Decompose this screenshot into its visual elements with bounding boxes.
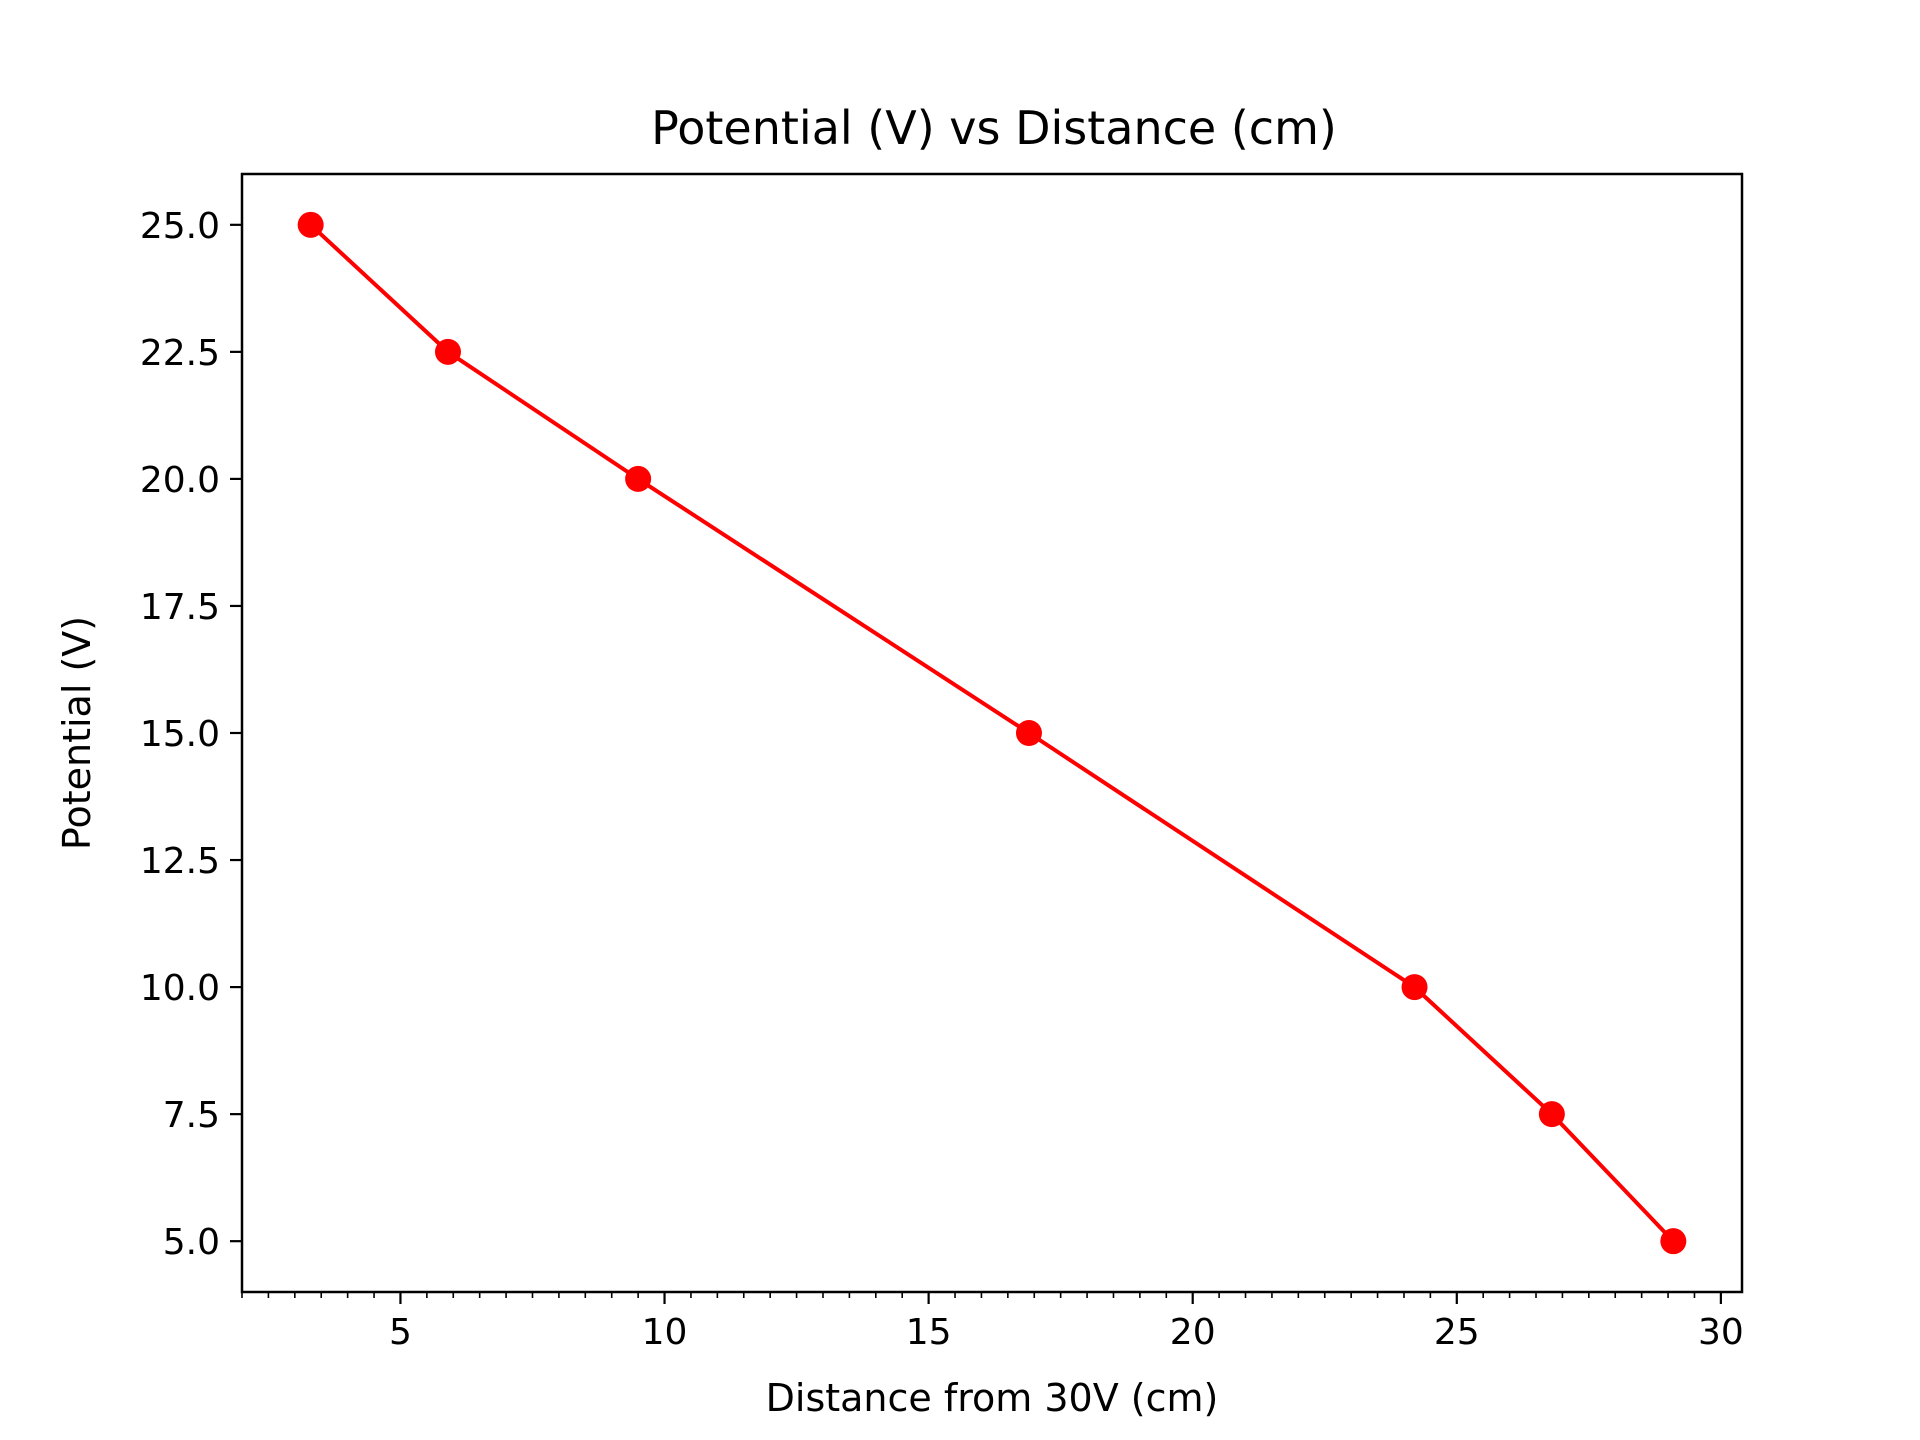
y-tick-label: 10.0 [140, 968, 220, 1009]
data-point [297, 211, 324, 238]
series-layer [297, 211, 1687, 1255]
data-point [1538, 1101, 1565, 1128]
data-point [1015, 720, 1042, 746]
y-tick-label: 22.5 [140, 333, 220, 374]
data-point [1660, 1228, 1687, 1255]
y-tick-label: 17.5 [140, 587, 220, 628]
y-tick-label: 20.0 [140, 460, 220, 501]
x-tick-label: 20 [1170, 1312, 1216, 1353]
x-tick-label: 25 [1434, 1312, 1480, 1353]
y-tick-label: 7.5 [163, 1095, 220, 1136]
y-tick-label: 12.5 [140, 841, 220, 882]
y-tick-label: 5.0 [163, 1222, 220, 1263]
x-axis-label: Distance from 30V (cm) [766, 1376, 1219, 1420]
x-tick-label: 30 [1698, 1312, 1744, 1353]
data-point [625, 465, 652, 492]
y-tick-label: 15.0 [140, 714, 220, 755]
y-axis: 5.0 7.5 10.0 12.5 15.0 17.5 20.0 22.5 25.0 [140, 206, 242, 1263]
x-axis: 5 10 15 20 25 30 [241, 1292, 1744, 1353]
y-tick-label: 25.0 [140, 206, 220, 247]
y-axis-label: Potential (V) [55, 616, 99, 850]
x-tick-label: 10 [642, 1312, 688, 1353]
data-point [434, 338, 461, 365]
x-tick-label: 15 [906, 1312, 952, 1353]
chart-title: Potential (V) vs Distance (cm) [651, 101, 1337, 155]
data-point [1401, 974, 1428, 1001]
x-tick-label: 5 [389, 1312, 412, 1353]
